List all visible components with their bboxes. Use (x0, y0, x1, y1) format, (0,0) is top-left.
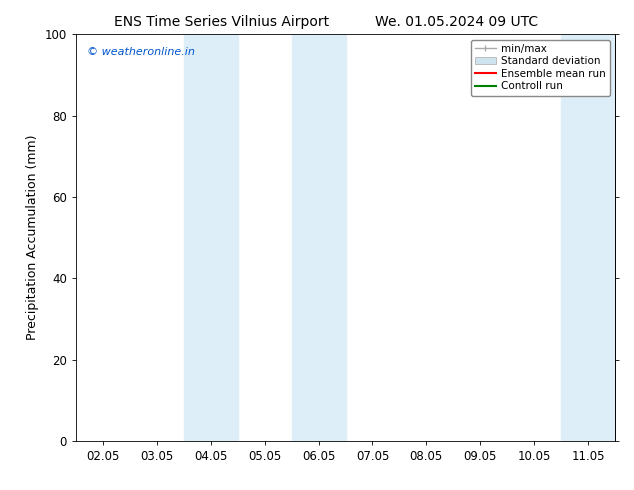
Bar (292, 34, 346, 441)
Bar (184, 34, 238, 441)
Text: © weatheronline.in: © weatheronline.in (87, 47, 195, 56)
Bar (561, 34, 615, 441)
Text: We. 01.05.2024 09 UTC: We. 01.05.2024 09 UTC (375, 15, 538, 29)
Legend: min/max, Standard deviation, Ensemble mean run, Controll run: min/max, Standard deviation, Ensemble me… (470, 40, 610, 96)
Text: ENS Time Series Vilnius Airport: ENS Time Series Vilnius Airport (114, 15, 330, 29)
Y-axis label: Precipitation Accumulation (mm): Precipitation Accumulation (mm) (26, 135, 39, 341)
